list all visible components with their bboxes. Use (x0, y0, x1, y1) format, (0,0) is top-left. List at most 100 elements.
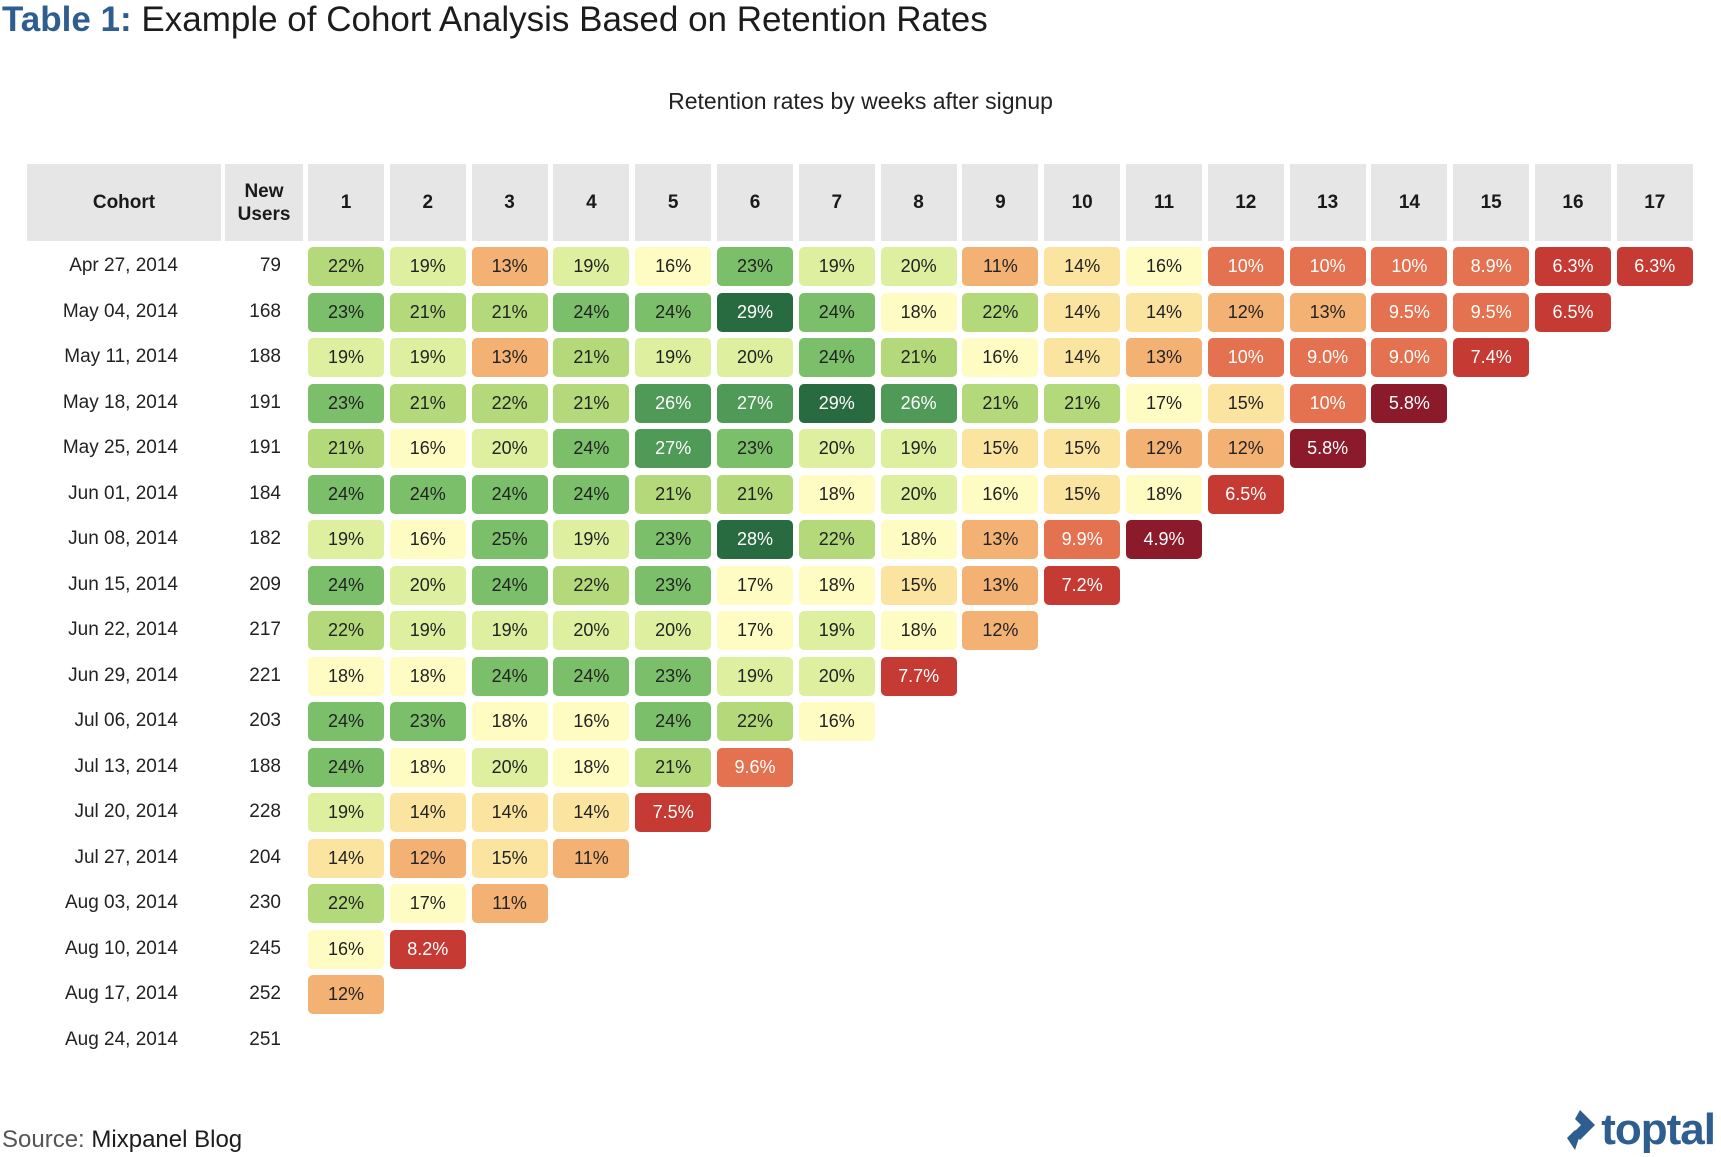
retention-cell: 24% (553, 292, 630, 332)
cohort-date: Jun 08, 2014 (68, 528, 178, 549)
header-week-2: 2 (389, 164, 466, 241)
retention-cell: 11% (962, 247, 1039, 286)
retention-cell: 24% (798, 292, 875, 332)
retention-cell: 18% (1126, 474, 1202, 514)
retention-cell: 19% (389, 247, 466, 286)
retention-cell: 23% (308, 383, 384, 423)
retention-cell: 13% (471, 247, 548, 286)
cohort-date: Jul 27, 2014 (74, 846, 178, 868)
retention-cell: 26% (635, 383, 712, 423)
cohort-date: May 11, 2014 (64, 346, 178, 367)
retention-cell: 24% (635, 702, 712, 741)
retention-cell: 21% (389, 383, 466, 423)
cohort-new-users: 184 (249, 482, 281, 504)
retention-cell: 15% (1044, 429, 1121, 468)
cohort-date: Apr 27, 2014 (69, 255, 178, 276)
retention-cell: 18% (471, 702, 548, 741)
cohort-new-users: 228 (249, 801, 281, 822)
retention-cell: 19% (798, 247, 875, 286)
retention-cell: 17% (1126, 383, 1202, 423)
retention-cell: 15% (880, 565, 957, 605)
source-label: Source: (2, 1126, 85, 1153)
retention-cell: 24% (798, 338, 875, 377)
retention-cell: 16% (389, 429, 466, 468)
retention-cell: 21% (635, 474, 712, 514)
retention-cell: 16% (553, 702, 630, 741)
cohort-new-users: 204 (249, 846, 281, 868)
retention-cell: 19% (308, 338, 384, 377)
header-week-7: 7 (798, 164, 875, 241)
retention-cell: 27% (635, 429, 712, 468)
header-week-17: 17 (1616, 164, 1693, 241)
source-note: Source: Mixpanel Blog (2, 1126, 242, 1154)
retention-cell: 6.5% (1207, 474, 1284, 514)
retention-cell: 24% (553, 474, 630, 514)
retention-cell: 25% (471, 520, 548, 559)
retention-cell: 20% (798, 429, 875, 468)
retention-cell: 12% (1207, 292, 1284, 332)
retention-cell: 24% (553, 429, 630, 468)
retention-cell: 27% (717, 383, 793, 423)
retention-cell: 16% (798, 702, 875, 741)
title-prefix: Table 1: (2, 0, 132, 39)
retention-cell: 12% (308, 975, 384, 1014)
retention-cell: 5.8% (1289, 429, 1366, 468)
cohort-new-users: 182 (249, 528, 281, 549)
header-week-14: 14 (1371, 164, 1448, 241)
retention-cell: 18% (880, 611, 957, 650)
retention-cell: 19% (635, 338, 712, 377)
header-week-6: 6 (717, 164, 793, 241)
retention-cell: 10% (1289, 247, 1366, 286)
retention-cell: 18% (880, 292, 957, 332)
header-week-12: 12 (1207, 164, 1284, 241)
cohort-date: Aug 03, 2014 (64, 892, 178, 913)
retention-cell: 24% (308, 474, 384, 514)
page-title: Table 1: Example of Cohort Analysis Base… (2, 0, 988, 40)
retention-cell: 21% (880, 338, 957, 377)
retention-cell: 7.7% (880, 656, 957, 696)
cohort-new-users: 217 (249, 619, 281, 640)
retention-cell: 20% (553, 611, 630, 650)
retention-cell: 29% (798, 383, 875, 423)
retention-cell: 11% (553, 838, 630, 878)
retention-cell: 19% (798, 611, 875, 650)
cohort-new-users: 191 (249, 437, 281, 458)
retention-cell: 8.2% (389, 929, 466, 969)
retention-cell: 22% (553, 565, 630, 605)
retention-cell: 15% (962, 429, 1039, 468)
cohort-date: Jul 13, 2014 (74, 755, 178, 777)
retention-cell: 21% (308, 429, 384, 468)
retention-cell: 21% (389, 292, 466, 332)
retention-cell: 8.9% (1453, 247, 1530, 286)
retention-cell: 21% (553, 338, 630, 377)
cohort-new-users: 168 (249, 300, 281, 322)
retention-cell: 17% (717, 565, 793, 605)
retention-cell: 14% (1126, 292, 1202, 332)
retention-cell: 4.9% (1126, 520, 1202, 559)
retention-cell: 22% (798, 520, 875, 559)
toptal-logo: toptal (1563, 1105, 1716, 1155)
source-value: Mixpanel Blog (91, 1126, 243, 1153)
retention-cell: 19% (389, 611, 466, 650)
retention-cell: 14% (1044, 292, 1121, 332)
cohort-new-users: 191 (249, 391, 281, 413)
retention-cell: 24% (308, 747, 384, 787)
retention-cell: 23% (635, 520, 712, 559)
header-week-5: 5 (635, 164, 712, 241)
retention-cell: 20% (389, 565, 466, 605)
retention-cell: 23% (635, 565, 712, 605)
header-week-13: 13 (1289, 164, 1366, 241)
retention-cell: 20% (880, 247, 957, 286)
retention-cell: 23% (635, 656, 712, 696)
retention-cell: 19% (553, 247, 630, 286)
header-week-9: 9 (962, 164, 1039, 241)
cohort-date: May 04, 2014 (62, 300, 178, 322)
cohort-new-users: 188 (249, 755, 281, 777)
retention-cell: 9.6% (717, 747, 793, 787)
cohort-date: Jun 15, 2014 (68, 573, 178, 595)
cohort-new-users: 79 (259, 255, 281, 276)
retention-cell: 14% (471, 793, 548, 832)
header-week-1: 1 (308, 164, 384, 241)
retention-cell: 14% (308, 838, 384, 878)
